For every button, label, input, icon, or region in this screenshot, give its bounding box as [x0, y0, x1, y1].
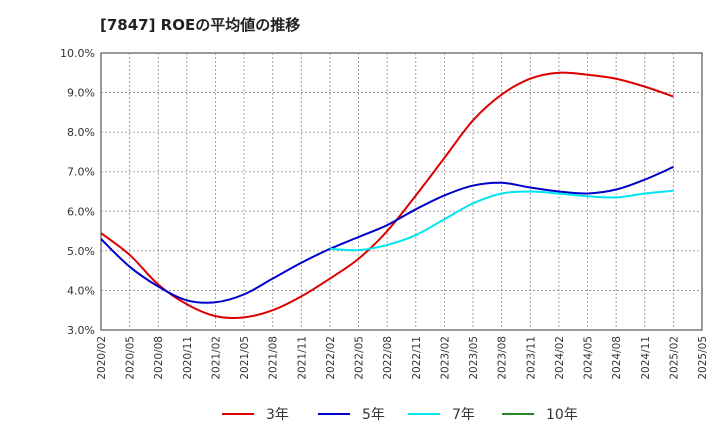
series-line-3 [329, 189, 674, 252]
series-line-1 [100, 71, 674, 319]
x-tick-label: 2021/05 [239, 336, 251, 380]
legend-label: 5年 [362, 407, 385, 423]
legend: 3年 5年 7年 10年 [222, 407, 578, 423]
x-tick-label: 2022/02 [325, 336, 337, 380]
legend-label: 7年 [452, 407, 475, 423]
x-axis-ticks: 2020/02 2020/05 2020/08 2020/11 2021/02 2021/… [96, 336, 709, 380]
y-tick-label: 3.0% [67, 324, 95, 337]
x-tick-label: 2023/02 [439, 336, 451, 380]
y-tick-label: 7.0% [67, 166, 95, 179]
x-tick-label: 2024/05 [583, 336, 595, 380]
series-line-2 [100, 166, 674, 304]
x-tick-label: 2023/05 [468, 336, 480, 380]
x-tick-label: 2021/11 [296, 336, 308, 380]
x-tick-label: 2023/11 [525, 336, 537, 380]
chart-title: [7847] ROEの平均値の推移 [100, 16, 301, 34]
y-tick-label: 5.0% [67, 245, 95, 258]
x-tick-label: 2020/05 [125, 336, 137, 380]
y-tick-label: 10.0% [60, 47, 95, 60]
x-tick-label: 2024/02 [554, 336, 566, 380]
y-tick-label: 9.0% [67, 87, 95, 100]
x-tick-label: 2024/11 [640, 336, 652, 380]
y-tick-label: 6.0% [67, 205, 95, 218]
x-tick-label: 2020/11 [182, 336, 194, 380]
grid-lines [101, 53, 702, 330]
x-tick-label: 2022/05 [354, 336, 366, 380]
x-tick-label: 2020/02 [96, 336, 108, 380]
y-tick-label: 4.0% [67, 284, 95, 297]
x-tick-label: 2025/05 [697, 336, 709, 380]
x-tick-label: 2021/02 [210, 336, 222, 380]
x-tick-label: 2024/08 [611, 336, 623, 380]
series-lines [100, 71, 674, 319]
x-tick-label: 2021/08 [268, 336, 280, 380]
legend-label: 10年 [546, 407, 578, 423]
x-tick-label: 2025/02 [668, 336, 680, 380]
x-tick-label: 2022/11 [411, 336, 423, 380]
legend-label: 3年 [266, 407, 289, 423]
y-axis-ticks: 3.0% 4.0% 5.0% 6.0% 7.0% 8.0% 9.0% 10.0% [60, 47, 95, 337]
x-tick-label: 2022/08 [382, 336, 394, 380]
x-tick-label: 2020/08 [153, 336, 165, 380]
x-tick-label: 2023/08 [497, 336, 509, 380]
y-tick-label: 8.0% [67, 126, 95, 139]
